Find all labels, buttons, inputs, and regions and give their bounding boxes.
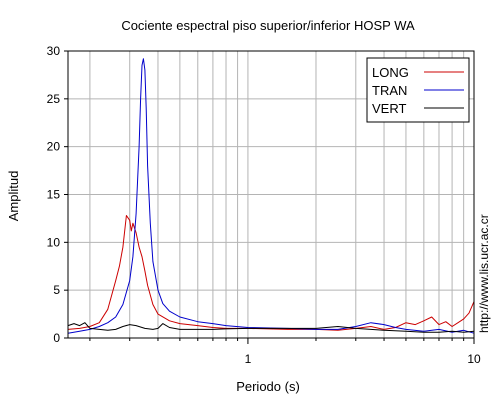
- y-tick-label: 5: [53, 283, 60, 297]
- series-line-tran: [67, 58, 475, 334]
- y-tick-label: 20: [47, 140, 61, 154]
- legend-label-tran: TRAN: [372, 83, 407, 98]
- series-lines: [67, 58, 475, 334]
- legend-label-long: LONG: [372, 65, 409, 80]
- series-line-long: [67, 215, 475, 331]
- y-axis-title: Amplitud: [6, 171, 21, 222]
- x-axis-title: Periodo (s): [236, 379, 300, 394]
- y-tick-label: 30: [47, 44, 61, 58]
- axis-ticks: 0 5 10 15 20 25 30 1 10: [47, 44, 481, 366]
- y-tick-label: 0: [53, 331, 60, 345]
- legend-label-vert: VERT: [372, 101, 406, 116]
- chart-title: Cociente espectral piso superior/inferio…: [121, 18, 415, 33]
- legend: LONG TRAN VERT: [366, 57, 470, 123]
- source-url-label: http://www.lis.ucr.ac.cr: [477, 214, 491, 333]
- series-line-vert: [67, 322, 475, 333]
- y-tick-label: 10: [47, 235, 61, 249]
- x-tick-label: 10: [467, 352, 481, 366]
- x-tick-label: 1: [245, 352, 252, 366]
- y-tick-label: 15: [47, 188, 61, 202]
- y-tick-label: 25: [47, 92, 61, 106]
